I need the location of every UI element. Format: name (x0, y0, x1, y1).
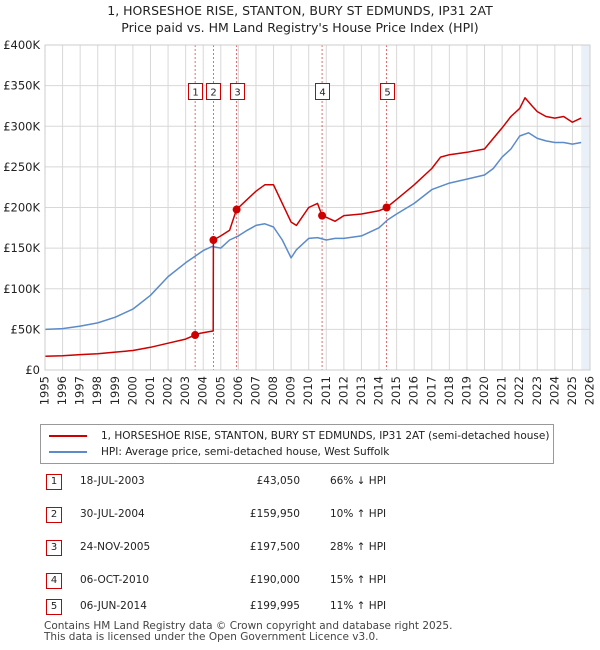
hpi-line (44, 132, 582, 331)
x-tick-label: 2021 (495, 376, 509, 405)
legend-label-price: 1, HORSESHOE RISE, STANTON, BURY ST EDMU… (101, 430, 550, 442)
sale-point (209, 236, 218, 245)
sale-date: 06-OCT-2010 (80, 574, 149, 586)
x-tick-label: 2008 (266, 376, 280, 405)
x-tick-label: 2010 (301, 376, 315, 405)
sale-row: 5 06-JUN-2014 £199,995 11% ↑ HPI (40, 597, 560, 617)
sale-date: 24-NOV-2005 (80, 541, 151, 553)
sale-row: 2 30-JUL-2004 £159,950 10% ↑ HPI (40, 505, 560, 525)
sale-price: £197,500 (249, 541, 300, 553)
sale-point (191, 331, 200, 340)
x-tick-label: 1998 (90, 376, 104, 405)
sale-date: 30-JUL-2004 (80, 508, 145, 520)
x-tick-label: 2024 (547, 376, 561, 405)
sale-marker-label: 5 (384, 88, 390, 99)
sale-price: £190,000 (249, 574, 300, 586)
sale-marker-label: 1 (192, 88, 198, 99)
footer: Contains HM Land Registry data © Crown c… (44, 621, 452, 643)
x-tick-label: 2003 (178, 376, 192, 405)
sale-number: 4 (46, 573, 62, 589)
sale-row: 3 24-NOV-2005 £197,500 28% ↑ HPI (40, 538, 560, 558)
chart-title: 1, HORSESHOE RISE, STANTON, BURY ST EDMU… (107, 3, 493, 18)
x-tick-label: 2022 (512, 376, 526, 405)
sale-hpi-diff: 66% ↓ HPI (330, 475, 387, 487)
sale-hpi-diff: 15% ↑ HPI (330, 574, 387, 586)
x-tick-label: 2007 (248, 376, 262, 405)
sale-number: 2 (46, 507, 62, 523)
legend-swatch-price (49, 435, 87, 437)
x-tick-label: 2014 (372, 376, 386, 405)
y-tick-label: £350K (3, 79, 40, 93)
y-tick-label: £250K (3, 160, 40, 174)
sale-date: 06-JUN-2014 (80, 600, 147, 612)
x-tick-label: 2026 (583, 376, 597, 405)
sale-hpi-diff: 11% ↑ HPI (330, 600, 387, 612)
x-tick-label: 2013 (354, 376, 368, 405)
legend-label-hpi: HPI: Average price, semi-detached house,… (101, 446, 390, 458)
x-tick-label: 1996 (55, 376, 69, 405)
x-tick-label: 2020 (477, 376, 491, 405)
sale-point (232, 205, 241, 214)
sale-row: 1 18-JUL-2003 £43,050 66% ↓ HPI (40, 472, 560, 492)
sale-hpi-diff: 10% ↑ HPI (330, 508, 387, 520)
x-tick-label: 2018 (442, 376, 456, 405)
sale-marker-box (230, 83, 245, 100)
sale-marker-label: 4 (319, 88, 325, 99)
x-tick-label: 2019 (459, 376, 473, 405)
sale-point (382, 203, 391, 212)
sale-price: £159,950 (249, 508, 300, 520)
sale-point (318, 211, 327, 220)
sale-marker-box (188, 83, 203, 100)
x-tick-label: 1995 (38, 376, 52, 405)
legend-item-hpi: HPI: Average price, semi-detached house,… (49, 446, 389, 458)
sale-price: £199,995 (249, 600, 300, 612)
y-tick-label: £200K (3, 201, 40, 215)
sale-price: £43,050 (256, 475, 300, 487)
price-chart: 1 2 3 4 5 £0 £50K £100K £150K £200K £250K £300K £35… (3, 38, 597, 405)
x-tick-label: 2005 (213, 376, 227, 405)
sale-row: 4 06-OCT-2010 £190,000 15% ↑ HPI (40, 571, 560, 591)
x-tick-label: 1999 (108, 376, 122, 405)
x-tick-label: 2023 (530, 376, 544, 405)
legend-swatch-hpi (49, 451, 87, 453)
footer-licence: This data is licensed under the Open Gov… (44, 631, 379, 643)
footer-copyright: Contains HM Land Registry data © Crown c… (44, 620, 453, 632)
sale-marker-box (206, 83, 221, 100)
x-tick-label: 2015 (389, 376, 403, 405)
y-tick-label: £150K (3, 241, 40, 255)
sale-marker-box (315, 83, 330, 100)
legend-item-price: 1, HORSESHOE RISE, STANTON, BURY ST EDMU… (49, 430, 549, 442)
sale-number: 1 (46, 474, 62, 490)
x-tick-label: 2011 (319, 376, 333, 405)
sale-marker-label: 3 (234, 88, 240, 99)
sale-marker-box (380, 83, 395, 100)
y-tick-label: £50K (11, 322, 41, 336)
x-tick-label: 2004 (196, 376, 210, 405)
sale-number: 3 (46, 540, 62, 556)
x-tick-label: 2012 (336, 376, 350, 405)
x-tick-label: 2017 (424, 376, 438, 405)
plot-frame (44, 44, 591, 371)
sale-hpi-diff: 28% ↑ HPI (330, 541, 387, 553)
x-tick-label: 2002 (161, 376, 175, 405)
x-tick-label: 2000 (125, 376, 139, 405)
y-tick-label: £300K (3, 119, 40, 133)
x-tick-label: 2006 (231, 376, 245, 405)
y-tick-label: £0 (25, 363, 40, 377)
x-tick-label: 2001 (143, 376, 157, 405)
sale-date: 18-JUL-2003 (80, 475, 145, 487)
x-tick-label: 2009 (284, 376, 298, 405)
sale-number: 5 (46, 599, 62, 615)
chart-subtitle: Price paid vs. HM Land Registry's House … (121, 20, 479, 35)
x-tick-label: 2016 (407, 376, 421, 405)
x-tick-label: 2025 (565, 376, 579, 405)
price-paid-line (44, 97, 582, 357)
legend: 1, HORSESHOE RISE, STANTON, BURY ST EDMU… (40, 424, 554, 464)
y-tick-label: £400K (3, 38, 40, 52)
x-tick-label: 1997 (73, 376, 87, 405)
y-tick-label: £100K (3, 282, 40, 296)
sale-marker-label: 2 (210, 88, 216, 99)
